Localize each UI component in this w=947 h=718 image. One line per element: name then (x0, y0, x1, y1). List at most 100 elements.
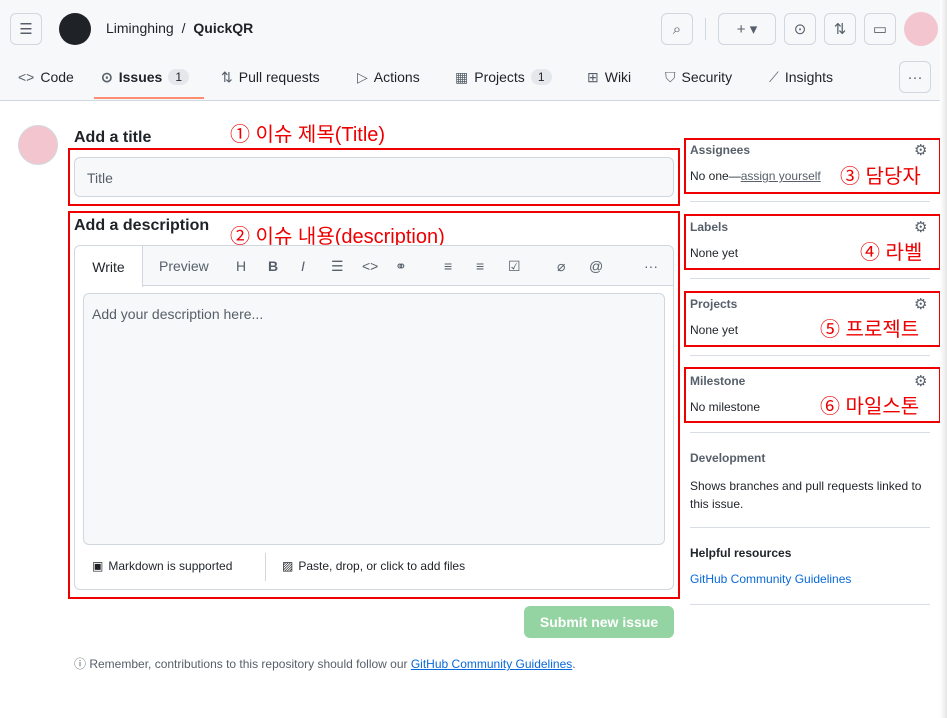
inbox-button[interactable]: ▭ (864, 13, 896, 45)
tab-security[interactable]: ⛉ Security (665, 66, 732, 88)
bold-icon[interactable]: B (268, 258, 279, 274)
markdown-icon: ▣ (92, 559, 104, 573)
tab-label: Projects (474, 69, 525, 85)
annotation-labels: ④ 라벨 (860, 242, 923, 264)
active-tab-underline (94, 97, 204, 99)
tab-projects[interactable]: ▦ Projects 1 (455, 66, 552, 88)
annotation-box-title (68, 148, 680, 206)
milestone-heading[interactable]: Milestone (690, 374, 746, 388)
heading-icon[interactable]: H (236, 258, 247, 274)
hamburger-icon: ☰ (19, 21, 33, 38)
ordered-list-icon[interactable]: ≡ (444, 258, 453, 274)
divider (690, 278, 930, 279)
tab-label: Code (40, 69, 74, 85)
breadcrumb: Liminghing / QuickQR (106, 20, 253, 36)
development-text: Shows branches and pull requests linked … (690, 479, 922, 511)
tab-label: Wiki (604, 69, 632, 85)
assign-yourself-link[interactable]: assign yourself (740, 169, 821, 183)
gear-icon[interactable]: ⚙ (914, 219, 928, 236)
markdown-label: Markdown is supported (108, 559, 233, 573)
tab-actions[interactable]: ▷ Actions (357, 66, 420, 88)
issues-count: 1 (168, 69, 190, 85)
plus-icon: + ▾ (736, 21, 758, 38)
issues-button[interactable]: ⊙ (784, 13, 816, 45)
inbox-icon: ▭ (872, 21, 888, 38)
search-button[interactable]: ⌕ (661, 13, 693, 45)
milestone-value: No milestone (690, 400, 761, 414)
tab-label: Issues (118, 69, 163, 85)
title-input[interactable]: Title (74, 157, 674, 197)
paperclip-icon[interactable]: ⌀ (557, 258, 566, 274)
more-icon[interactable]: ··· (644, 258, 658, 274)
gear-icon[interactable]: ⚙ (914, 142, 928, 159)
annotation-box-description (68, 211, 680, 599)
breadcrumb-sep: / (181, 20, 186, 36)
gear-icon[interactable]: ⚙ (914, 373, 928, 390)
divider (705, 18, 706, 40)
no-one-text: No one— (690, 169, 741, 183)
play-icon: ▷ (357, 68, 368, 85)
labels-value: None yet (690, 246, 739, 260)
community-guidelines-link[interactable]: GitHub Community Guidelines (410, 657, 573, 671)
scrollbar[interactable] (940, 0, 947, 718)
pull-request-icon: ⇅ (221, 68, 233, 85)
gear-icon[interactable]: ⚙ (914, 296, 928, 313)
description-editor (74, 245, 674, 590)
tab-insights[interactable]: ⟋ Insights (769, 66, 833, 88)
mention-icon[interactable]: @ (589, 258, 604, 274)
annotation-title: ① 이슈 제목(Title) (230, 124, 386, 146)
projects-count: 1 (530, 69, 552, 85)
pull-requests-button[interactable]: ⇅ (824, 13, 856, 45)
author-avatar (18, 125, 58, 165)
divider (690, 432, 930, 433)
submit-new-issue-button[interactable]: Submit new issue (524, 606, 674, 638)
description-textarea[interactable]: Add your description here... (83, 293, 665, 545)
table-icon: ▦ (455, 68, 469, 85)
tab-label: Actions (373, 69, 420, 85)
helpful-guidelines-link[interactable]: GitHub Community Guidelines (690, 572, 852, 586)
link-icon[interactable]: ⚭ (395, 258, 407, 274)
unordered-list-icon[interactable]: ≡ (476, 258, 485, 274)
tab-label: Pull requests (238, 69, 320, 85)
task-list-icon[interactable]: ☑ (508, 258, 521, 274)
helpful-resources-heading: Helpful resources (690, 546, 792, 560)
write-tab[interactable]: Write (75, 246, 143, 287)
repo-link[interactable]: QuickQR (193, 20, 254, 36)
tab-label: Insights (784, 69, 834, 85)
italic-icon[interactable]: I (301, 258, 305, 274)
pull-request-icon: ⇅ (833, 21, 847, 38)
markdown-supported-link[interactable]: ▣ Markdown is supported (92, 559, 232, 573)
image-icon: ▨ (282, 559, 294, 573)
user-avatar[interactable] (904, 12, 938, 46)
tab-code[interactable]: <> Code (18, 66, 74, 88)
tab-pull-requests[interactable]: ⇅ Pull requests (221, 66, 320, 88)
annotation-projects: ⑤ 프로젝트 (820, 319, 920, 341)
assignees-value: No one—assign yourself (690, 169, 821, 183)
tab-wiki[interactable]: ⊞ Wiki (587, 66, 631, 88)
preview-tab[interactable]: Preview (159, 258, 209, 274)
divider (690, 355, 930, 356)
projects-heading[interactable]: Projects (690, 297, 738, 311)
tab-issues[interactable]: ⊙ Issues 1 (101, 66, 190, 88)
note-suffix: . (572, 657, 576, 671)
github-logo-icon[interactable] (59, 13, 91, 45)
code-icon[interactable]: <> (362, 258, 379, 274)
quote-icon[interactable]: ☰ (331, 258, 344, 274)
divider (265, 553, 266, 581)
menu-button[interactable]: ☰ (10, 13, 42, 45)
create-new-button[interactable]: + ▾ (718, 13, 776, 45)
note-text: Remember, contributions to this reposito… (89, 657, 411, 671)
owner-link[interactable]: Liminghing (106, 20, 174, 36)
attach-files-button[interactable]: ▨ Paste, drop, or click to add files (282, 559, 465, 573)
issue-icon: ⊙ (101, 68, 113, 85)
info-icon: ⓘ (74, 657, 90, 671)
annotation-assignees: ③ 담당자 (840, 166, 921, 188)
annotation-description: ② 이슈 내용(description) (230, 226, 445, 248)
labels-heading[interactable]: Labels (690, 220, 729, 234)
issue-icon: ⊙ (793, 21, 807, 38)
assignees-heading[interactable]: Assignees (690, 143, 751, 157)
more-tabs-button[interactable]: ··· (899, 61, 931, 93)
annotation-milestone: ⑥ 마일스톤 (820, 396, 920, 418)
shield-icon: ⛉ (665, 68, 676, 85)
kebab-icon: ··· (907, 68, 923, 86)
